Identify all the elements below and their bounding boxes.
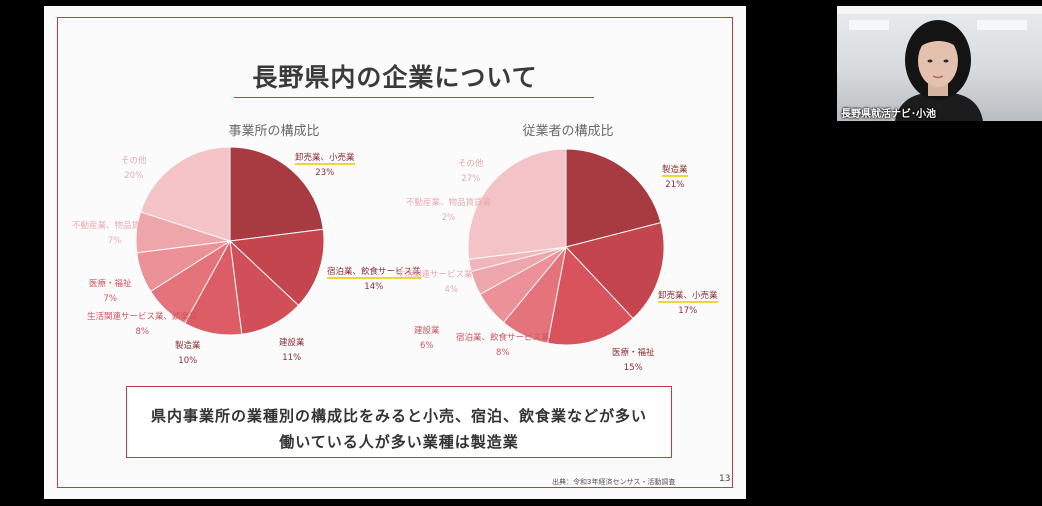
slice-value: 27% — [461, 174, 481, 184]
summary-box: 県内事業所の業種別の構成比をみると小売、宿泊、飲食業などが多い 働いている人が多… — [126, 386, 672, 458]
slide-frame — [57, 17, 733, 488]
slice-value: 14% — [364, 282, 384, 292]
slice-value: 20% — [124, 171, 144, 181]
pie2-label-wholesale-retail: 卸売業、小売業 17% — [658, 289, 718, 319]
title-underline — [234, 97, 594, 98]
pie-chart-establishments — [135, 146, 325, 336]
slice-name: その他 — [458, 159, 484, 169]
slice-name: 建設業 — [414, 326, 440, 336]
slice-value: 7% — [103, 294, 118, 304]
pie-chart-employees — [467, 148, 665, 346]
slice-value: 6% — [420, 341, 434, 351]
pie1-label-wholesale-retail: 卸売業、小売業 23% — [295, 151, 355, 181]
ceiling-light — [837, 6, 1042, 14]
chart-title-establishments: 事業所の構成比 — [228, 124, 320, 139]
slice-name: 卸売業、小売業 — [658, 291, 718, 303]
slice-value: 8% — [496, 348, 510, 358]
slice-name: 不動産業、物品賃貸業 — [72, 221, 158, 231]
pie-slice-2 — [228, 228, 325, 307]
pie1-label-other: その他 20% — [121, 154, 147, 184]
slice-name: 製造業 — [175, 341, 201, 351]
pie-slice-3 — [547, 245, 634, 346]
slice-value: 8% — [135, 327, 150, 337]
pie-slice-1 — [565, 148, 662, 248]
slice-value: 11% — [282, 353, 302, 363]
pie2-label-real-estate: 不動産業、物品賃貸業 2% — [406, 196, 491, 226]
pie2-label-medical-welfare: 医療・福祉 15% — [612, 346, 655, 376]
slice-name: 建設業 — [279, 338, 305, 348]
summary-line-2: 働いている人が多い業種は製造業 — [279, 433, 519, 451]
slice-name: 不動産業、物品賃貸業 — [406, 198, 492, 208]
pie-slice-1 — [229, 146, 324, 242]
pie2-label-lifestyle-services: 生活関連サービス業、娯楽業 4% — [396, 268, 507, 298]
slice-value: 4% — [444, 285, 459, 295]
slice-name: 医療・福祉 — [612, 348, 655, 358]
pie2-label-hospitality: 宿泊業、飲食サービス業 8% — [456, 331, 550, 361]
slice-name: 宿泊業、飲食サービス業 — [327, 267, 421, 279]
slice-value: 10% — [178, 356, 198, 366]
pie1-label-hospitality: 宿泊業、飲食サービス業 14% — [327, 265, 421, 295]
pie1-label-real-estate: 不動産業、物品賃貸業 7% — [72, 219, 157, 249]
summary-line-1: 県内事業所の業種別の構成比をみると小売、宿泊、飲食業などが多い — [150, 407, 647, 425]
pie-slice-2 — [565, 222, 665, 320]
slice-name: 宿泊業、飲食サービス業 — [456, 333, 550, 343]
participant-avatar — [895, 20, 983, 121]
chart-title-employees: 従業者の構成比 — [522, 124, 614, 139]
pie-slice-3 — [229, 239, 300, 335]
participant-video-tile[interactable]: 長野県就活ナビ･小池 — [837, 6, 1042, 121]
pie-slice-8 — [139, 146, 231, 242]
pie2-label-construction: 建設業 6% — [414, 324, 440, 354]
ceiling-light — [977, 20, 1027, 30]
slice-name: 製造業 — [662, 165, 688, 177]
pie1-label-lifestyle-services: 生活関連サービス業、娯楽業 8% — [87, 310, 198, 340]
slice-value: 2% — [441, 213, 456, 223]
page-number: 13 — [719, 474, 731, 484]
slice-name: その他 — [121, 156, 147, 166]
slice-name: 生活関連サービス業、娯楽業 — [87, 312, 198, 322]
slide-title: 長野県内の企業について — [252, 63, 538, 92]
presentation-slide: 長野県内の企業について 事業所の構成比 従業者の構成比 卸売業、小売業 23% … — [44, 6, 746, 499]
pie1-label-construction: 建設業 11% — [279, 336, 305, 366]
slice-value: 21% — [665, 180, 685, 190]
slice-name: 生活関連サービス業、娯楽業 — [396, 270, 507, 280]
pie-slice-8 — [467, 148, 567, 260]
ceiling-light — [849, 20, 889, 30]
slice-value: 7% — [107, 236, 122, 246]
source-citation: 出典：令和3年経済センサス・活動調査 — [552, 478, 676, 486]
slice-value: 23% — [315, 168, 335, 178]
pie1-label-manufacturing: 製造業 10% — [175, 339, 201, 369]
participant-name-label: 長野県就活ナビ･小池 — [841, 109, 936, 120]
slice-value: 17% — [678, 306, 698, 316]
pie2-label-manufacturing: 製造業 21% — [662, 163, 688, 193]
slice-name: 医療・福祉 — [89, 279, 132, 289]
pie1-label-medical-welfare: 医療・福祉 7% — [89, 277, 132, 307]
slice-name: 卸売業、小売業 — [295, 153, 355, 165]
slice-value: 15% — [623, 363, 643, 373]
pie2-label-other: その他 27% — [458, 157, 484, 187]
